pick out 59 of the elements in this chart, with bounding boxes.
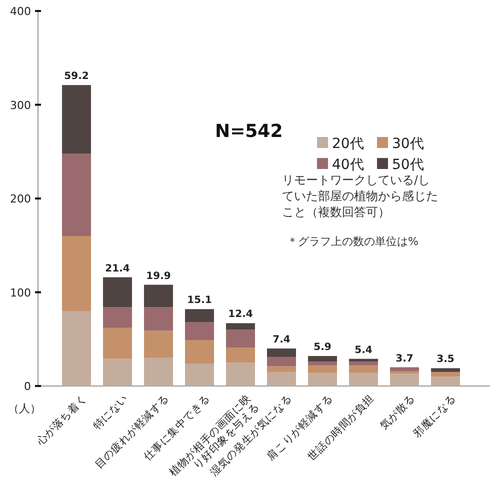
bar: [308, 372, 337, 386]
bar: [62, 236, 91, 311]
bar: [226, 362, 255, 386]
bar: [226, 323, 255, 330]
bar: [226, 330, 255, 348]
y-tick-label: 200: [10, 192, 31, 206]
bar: [267, 372, 296, 386]
annotation: 12.4: [228, 309, 253, 320]
bar: [103, 277, 132, 308]
bar: [390, 367, 419, 371]
bar: [390, 374, 419, 386]
bar: [103, 328, 132, 359]
bar: [308, 365, 337, 373]
bar: [349, 372, 378, 386]
bar: [103, 358, 132, 386]
annotation: 3.7: [396, 353, 414, 364]
bar: [308, 362, 337, 366]
bar: [431, 368, 460, 372]
bar: [226, 348, 255, 363]
annotation: 15.1: [187, 295, 212, 306]
bar: [349, 365, 378, 373]
bar: [267, 366, 296, 372]
bar: [267, 348, 296, 357]
bar: [431, 376, 460, 386]
bar: [144, 307, 173, 331]
y-tick-label: 100: [10, 286, 31, 300]
bar: [62, 85, 91, 154]
annotation: 19.9: [146, 270, 171, 282]
annotation: 21.4: [105, 263, 130, 274]
annotation: N=542: [215, 121, 283, 142]
y-tick-label: 400: [10, 5, 31, 18]
annotation: 5.4: [354, 344, 372, 356]
bar: [390, 371, 419, 374]
bar: [185, 322, 214, 340]
bar: [144, 358, 173, 386]
legend-label: 40代: [332, 157, 364, 173]
bar: [185, 340, 214, 364]
bar: [185, 309, 214, 322]
legend-label: 20代: [332, 136, 364, 152]
bar: [103, 307, 132, 328]
annotation: 7.4: [272, 334, 290, 346]
bar: [62, 311, 91, 386]
bar: [349, 362, 378, 366]
bar: [62, 154, 91, 236]
bar: [144, 284, 173, 308]
y-tick-label: 0: [24, 380, 31, 393]
annotation: 5.9: [314, 342, 332, 353]
bar: [267, 356, 296, 366]
y-tick-label: 300: [10, 98, 31, 112]
annotation: リモートワークしている/していた部屋の植物から感じたこと（複数回答可）: [282, 172, 439, 220]
bar: [185, 364, 214, 386]
bar: [308, 356, 337, 362]
annotation: 3.5: [436, 354, 454, 366]
legend-label: 30代: [392, 136, 424, 152]
legend-label: 50代: [392, 157, 424, 173]
bar: [431, 372, 460, 377]
annotation: 59.2: [64, 71, 89, 82]
bar: [144, 330, 173, 358]
annotation: ＊グラフ上の数の単位は%: [287, 235, 418, 248]
